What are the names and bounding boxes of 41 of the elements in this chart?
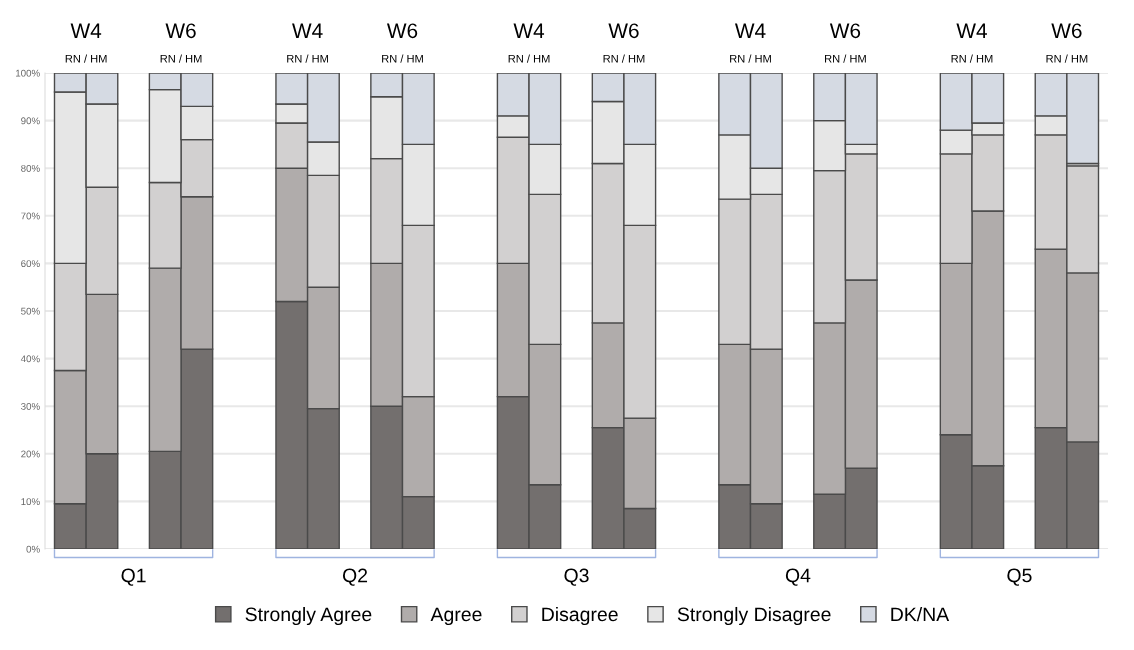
y-tick-label: 70% — [21, 212, 40, 220]
text: W6 — [1051, 23, 1082, 39]
text: RN / HM — [382, 54, 423, 63]
text: RN / HM — [951, 54, 993, 63]
y-tick-label: 40% — [20, 355, 40, 363]
y-tick-label: 20% — [21, 450, 40, 458]
y-tick-label: 30% — [21, 402, 40, 410]
y-tick-label: 10% — [21, 498, 40, 506]
y-tick-label: 90% — [21, 117, 40, 125]
text: W4 — [734, 23, 766, 38]
y-tick-label: 50% — [21, 307, 40, 315]
text: RN / HM — [160, 54, 202, 63]
text: RN / HM — [603, 54, 645, 63]
text: RN / HM — [287, 54, 328, 63]
text: W4 — [70, 23, 102, 38]
text: W4 — [956, 23, 987, 38]
text: Q3 — [564, 568, 589, 586]
y-tick-label: 100% — [16, 69, 40, 77]
text: W4 — [513, 23, 545, 38]
text: RN / HM — [65, 54, 107, 63]
text: RN / HM — [825, 54, 866, 63]
text: W6 — [386, 23, 418, 39]
text: RN / HM — [508, 54, 550, 63]
text: Q5 — [1007, 568, 1032, 586]
legend-label: Strongly Agree — [245, 606, 372, 626]
y-tick-label: 60% — [21, 260, 40, 268]
legend-label: Strongly Disagree — [677, 606, 831, 626]
text: RN / HM — [730, 54, 771, 63]
y-tick-label: 0% — [26, 545, 40, 553]
text: W6 — [165, 23, 196, 39]
text: RN / HM — [1046, 54, 1088, 63]
legend-label: DK/NA — [891, 606, 950, 622]
legend-label: Disagree — [542, 606, 618, 626]
text: W4 — [292, 23, 323, 38]
text: W6 — [608, 23, 639, 39]
text: Q4 — [785, 568, 811, 586]
text: Q1 — [121, 568, 146, 586]
text: W6 — [829, 23, 861, 39]
legend-label: Agree — [430, 607, 482, 626]
text: Q2 — [342, 568, 368, 586]
y-tick-label: 80% — [21, 164, 40, 172]
